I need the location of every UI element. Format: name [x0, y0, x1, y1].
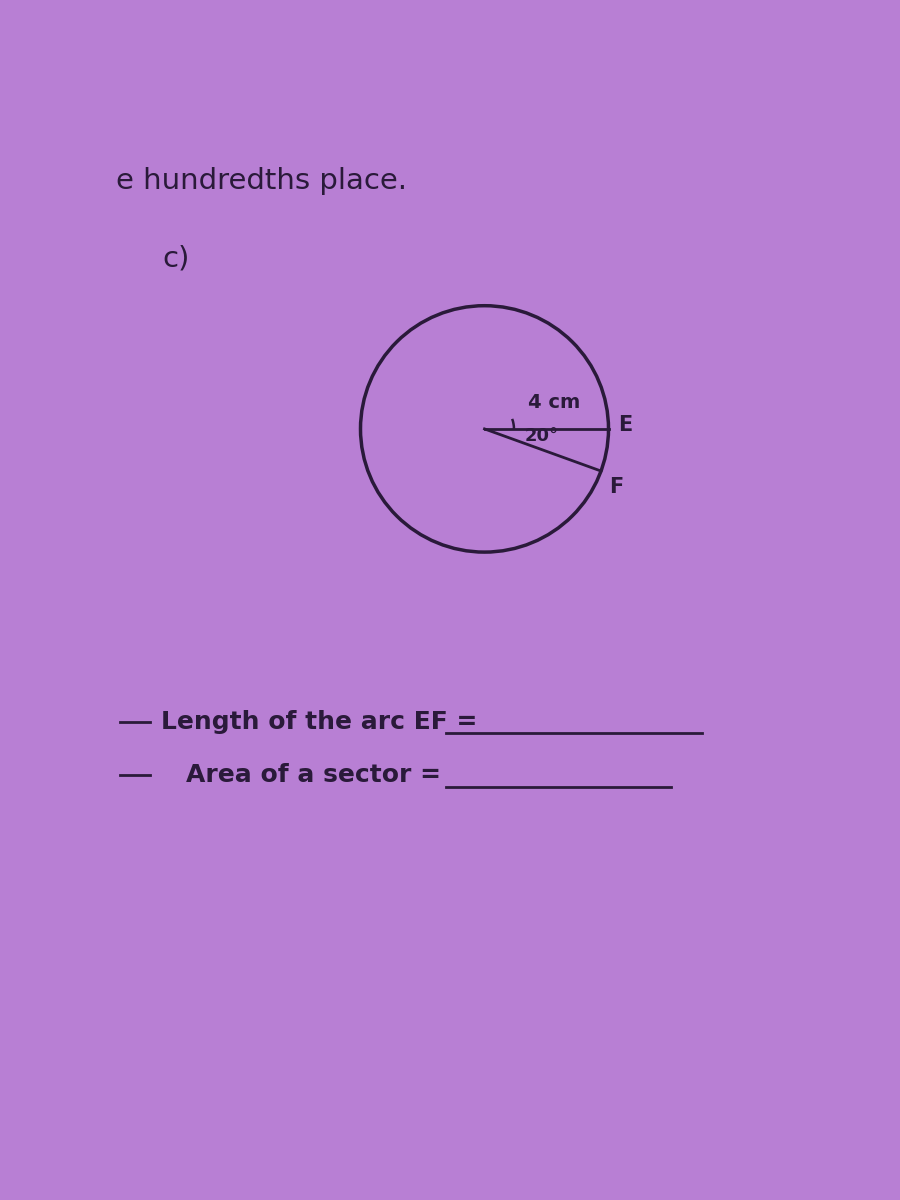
Text: c): c)	[163, 244, 190, 272]
Text: 4 cm: 4 cm	[528, 392, 580, 412]
Text: E: E	[617, 415, 632, 436]
Text: e hundredths place.: e hundredths place.	[116, 167, 408, 196]
Text: Area of a sector =: Area of a sector =	[186, 763, 441, 787]
Text: F: F	[608, 478, 623, 497]
Text: Length of the arc EF =: Length of the arc EF =	[160, 709, 477, 733]
Text: 20°: 20°	[524, 427, 558, 445]
